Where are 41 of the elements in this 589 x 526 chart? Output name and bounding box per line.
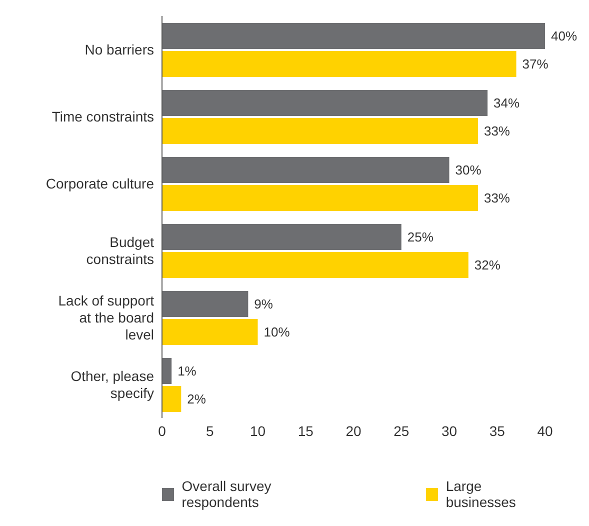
bar [162, 118, 478, 144]
x-tick-label: 20 [346, 422, 362, 439]
y-tick-label: Corporate culture [46, 176, 154, 192]
bar [162, 51, 516, 77]
bar [162, 185, 478, 211]
legend-label: Large businesses [444, 478, 517, 510]
x-tick-label: 40 [537, 422, 553, 439]
x-tick-label: 25 [394, 422, 410, 439]
bar [162, 386, 182, 412]
bar [162, 358, 172, 384]
data-label: 25% [407, 230, 434, 244]
x-tick-label: 5 [206, 422, 214, 439]
y-tick-label: Budget constraints [86, 234, 154, 267]
x-tick-label: 35 [489, 422, 506, 439]
data-label: 34% [494, 96, 520, 110]
y-tick-label: No barriers [84, 42, 154, 58]
x-tick-label: 30 [441, 422, 458, 439]
x-tick-label: 15 [298, 422, 314, 439]
x-tick-label: 10 [250, 422, 266, 439]
data-label: 32% [474, 258, 501, 272]
data-label: 33% [484, 124, 510, 138]
y-tick-label: Other, please specify [70, 368, 154, 401]
legend-label: Overall survey respondents [180, 478, 272, 510]
bar [162, 319, 258, 345]
data-label: 37% [522, 56, 549, 72]
data-label: 30% [455, 162, 482, 178]
y-tick-label: Time constraints [52, 108, 154, 124]
x-tick-label: 0 [158, 422, 166, 439]
data-label: 1% [178, 364, 197, 378]
bar [162, 23, 545, 49]
data-label: 10% [264, 324, 290, 340]
bar [162, 291, 248, 317]
bar [162, 252, 468, 278]
bar [162, 157, 450, 183]
data-label: 33% [484, 190, 510, 206]
bar [162, 224, 402, 250]
data-label: 9% [254, 296, 274, 312]
y-tick-label: Lack of support at the board level [58, 292, 154, 342]
data-label: 2% [187, 392, 206, 406]
data-label: 40% [551, 28, 578, 44]
bar [162, 90, 488, 116]
